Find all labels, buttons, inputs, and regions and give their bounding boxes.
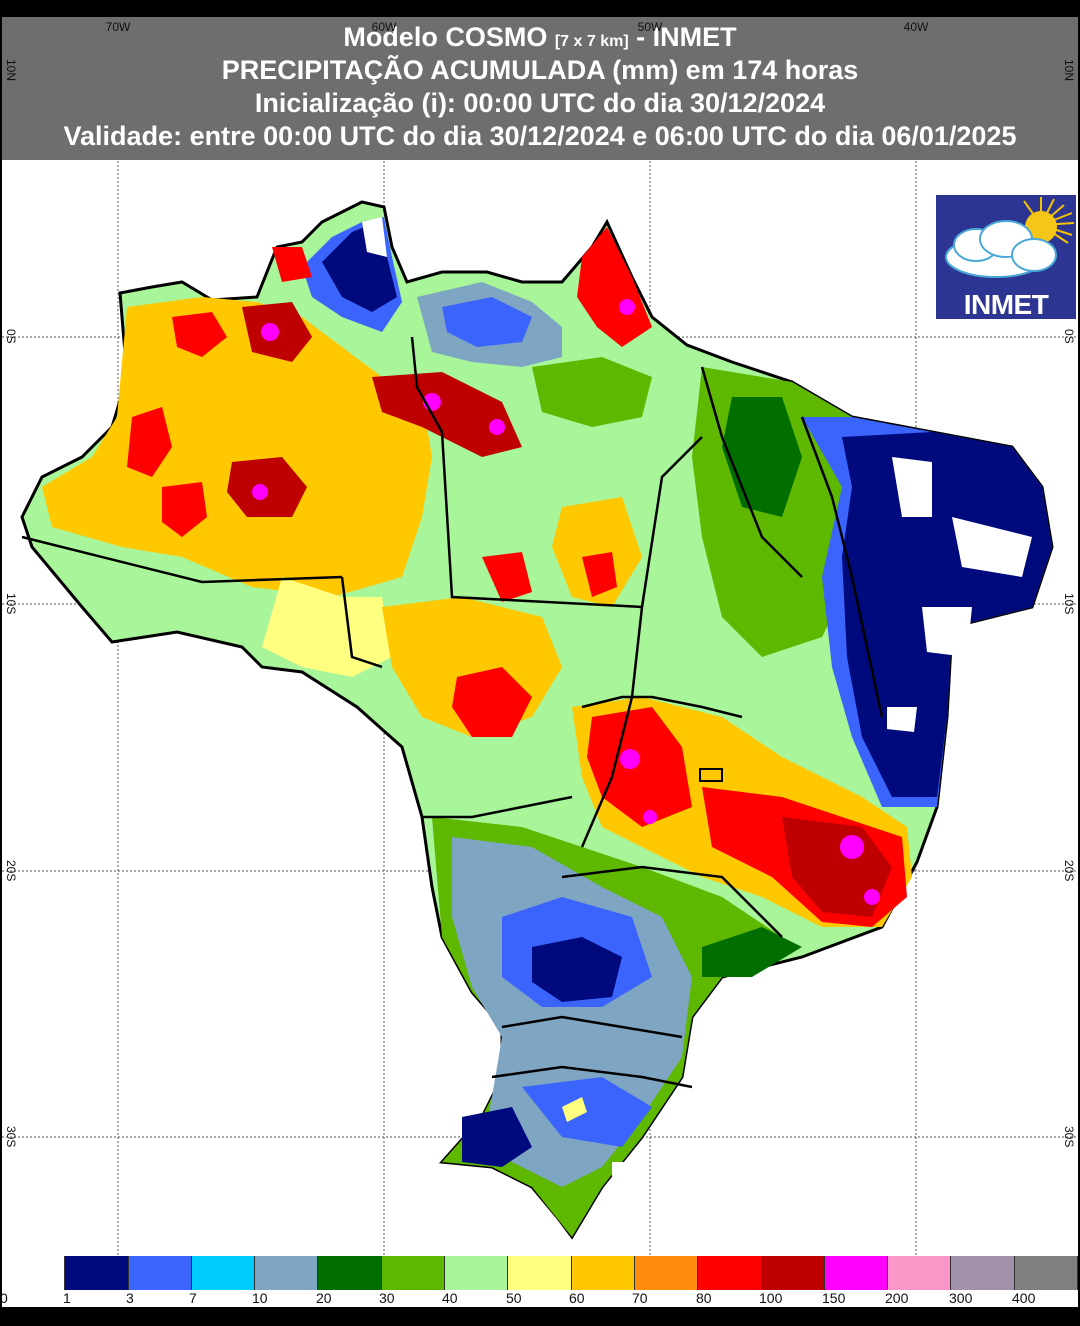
- latitude-label-0s-right: 0S: [1062, 329, 1076, 344]
- cloud-sun-icon: [945, 197, 1075, 278]
- colorbar-swatch: [888, 1256, 952, 1290]
- colorbar-tick: 30: [379, 1290, 395, 1306]
- colorbar-swatch: [191, 1256, 256, 1290]
- latitude-label-30s-right: 30S: [1062, 1126, 1076, 1148]
- title-line-3: Inicialização (i): 00:00 UTC do dia 30/1…: [254, 88, 826, 118]
- longitude-label-70w: 70W: [105, 20, 131, 34]
- colorbar-labels: 0 1 3 7 10 20 30 40 50 60 70 80 100 150 …: [0, 1290, 1078, 1307]
- colorbar-swatch: [571, 1256, 635, 1290]
- colorbar-swatch: [255, 1256, 319, 1290]
- latitude-label-10s-left: 10S: [4, 593, 18, 615]
- colorbar-swatch: [445, 1256, 509, 1290]
- title-line-4: Validade: entre 00:00 UTC do dia 30/12/2…: [63, 121, 1017, 151]
- colorbar-tick: 20: [316, 1290, 332, 1306]
- colorbar-tick: 150: [822, 1290, 846, 1306]
- colorbar: [2, 1256, 1079, 1290]
- colorbar-tick: 200: [885, 1290, 909, 1306]
- latitude-label-10s-right: 10S: [1062, 593, 1076, 615]
- colorbar-tick: 3: [126, 1290, 134, 1306]
- colorbar-swatch: [761, 1256, 825, 1290]
- colorbar-tick: 300: [949, 1290, 973, 1306]
- latitude-label-20s-right: 20S: [1062, 860, 1076, 882]
- colorbar-tick: 0: [0, 1290, 8, 1306]
- colorbar-swatch: [634, 1256, 699, 1290]
- inmet-logo: INMET: [936, 195, 1076, 320]
- colorbar-swatch: [1014, 1256, 1079, 1290]
- colorbar-tick: 40: [442, 1290, 458, 1306]
- latitude-label-20s-left: 20S: [4, 860, 18, 882]
- latitude-label-0s-left: 0S: [4, 329, 18, 344]
- longitude-label-40w: 40W: [903, 20, 929, 34]
- longitude-label-60w: 60W: [371, 20, 397, 34]
- colorbar-swatch: [318, 1256, 382, 1290]
- state-borders: [21, 336, 884, 1089]
- colorbar-tick: 10: [252, 1290, 268, 1306]
- colorbar-tick: 100: [759, 1290, 783, 1306]
- colorbar-swatch: [951, 1256, 1015, 1290]
- colorbar-swatch: [508, 1256, 572, 1290]
- colorbar-tick: 80: [696, 1290, 712, 1306]
- latitude-label-30s-left: 30S: [4, 1126, 18, 1148]
- colorbar-tick: 400: [1012, 1290, 1036, 1306]
- colorbar-swatch: [128, 1256, 192, 1290]
- colorbar-swatch: [824, 1256, 889, 1290]
- colorbar-swatch: [381, 1256, 446, 1290]
- latitude-label-10n-right: 10N: [1062, 59, 1076, 82]
- colorbar-swatch: [698, 1256, 762, 1290]
- colorbar-tick: 1: [63, 1290, 71, 1306]
- colorbar-swatch: [65, 1256, 129, 1290]
- latitude-label-10n-left: 10N: [4, 59, 18, 82]
- map-header: Modelo COSMO [7 x 7 km] - INMET PRECIPIT…: [2, 17, 1078, 160]
- title-line-2: PRECIPITAÇÃO ACUMULADA (mm) em 174 horas: [221, 55, 859, 85]
- colorbar-tick: 70: [632, 1290, 648, 1306]
- map-frame: Modelo COSMO [7 x 7 km] - INMET PRECIPIT…: [2, 17, 1078, 1307]
- colorbar-tick: 50: [506, 1290, 522, 1306]
- title-line-1: Modelo COSMO [7 x 7 km] - INMET: [343, 22, 737, 52]
- precipitation-map: [2, 17, 1078, 1257]
- longitude-label-50w: 50W: [637, 20, 663, 34]
- colorbar-swatch: [2, 1256, 66, 1290]
- logo-text: INMET: [963, 289, 1049, 320]
- colorbar-tick: 60: [569, 1290, 585, 1306]
- colorbar-tick: 7: [189, 1290, 197, 1306]
